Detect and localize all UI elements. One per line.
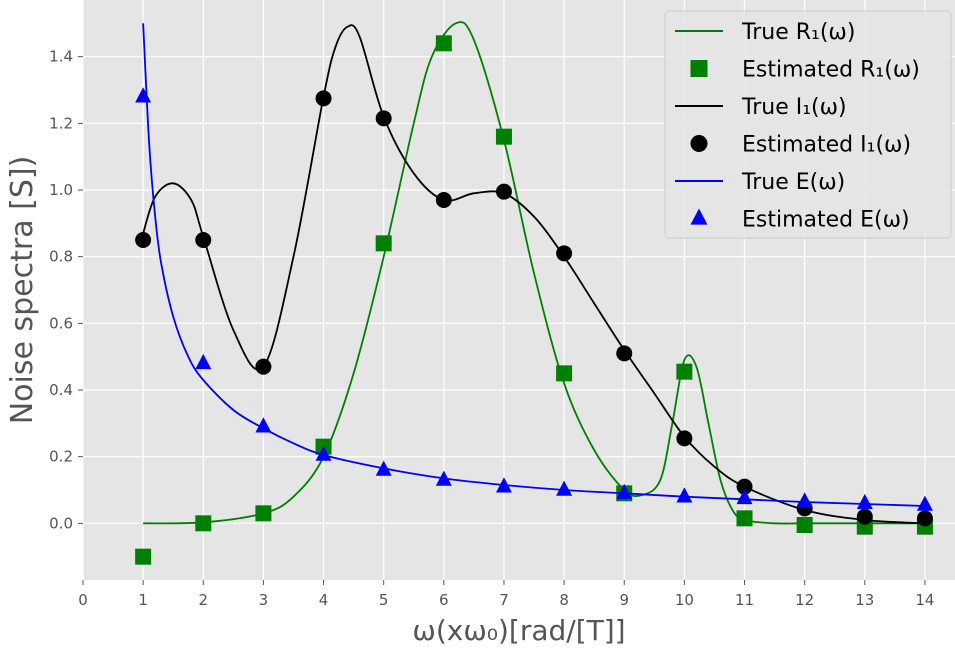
x-tick-label: 6 <box>439 591 449 609</box>
estimated-i1-marker <box>195 232 212 248</box>
estimated-e-marker <box>736 488 753 505</box>
y-tick-label: 0.0 <box>49 514 73 532</box>
x-axis-ticks: 0 1 2 3 4 5 6 7 8 9 10 11 12 13 14 <box>78 580 934 609</box>
estimated-i1-marker <box>856 508 873 525</box>
x-tick-label: 9 <box>619 591 629 609</box>
estimated-e-marker <box>195 353 212 370</box>
estimated-r1-marker <box>195 515 212 532</box>
x-axis-label: ω(xω₀)[rad/[T]] <box>412 614 625 647</box>
x-tick-label: 1 <box>138 591 148 609</box>
x-tick-label: 13 <box>855 591 874 609</box>
x-tick-label: 8 <box>559 591 569 609</box>
true-r1-series <box>143 21 925 525</box>
true-i1-series <box>142 24 925 525</box>
legend-entry: True R₁(ω) <box>675 20 855 45</box>
x-tick-label: 3 <box>259 591 269 609</box>
legend-entry: Estimated R₁(ω) <box>690 58 920 83</box>
estimated-i1-marker <box>916 510 933 527</box>
estimated-e-series <box>135 87 933 511</box>
legend-label: Estimated E(ω) <box>742 208 910 233</box>
y-tick-label: 1.2 <box>49 114 73 132</box>
legend-entry: True E(ω) <box>675 170 845 195</box>
y-tick-label: 0.6 <box>49 314 73 332</box>
estimated-i1-marker <box>255 358 272 375</box>
estimated-i1-marker <box>495 183 512 200</box>
x-tick-label: 0 <box>78 591 88 609</box>
x-tick-label: 10 <box>675 591 694 609</box>
y-tick-label: 1.0 <box>49 181 73 199</box>
estimated-e-marker <box>556 480 573 496</box>
true-e-curve <box>142 23 925 507</box>
legend: True R₁(ω) Estimated R₁(ω) True I₁(ω) Estim… <box>664 10 952 239</box>
estimated-r1-marker <box>796 517 813 533</box>
estimated-r1-marker <box>495 128 512 145</box>
x-tick-label: 14 <box>915 591 934 609</box>
legend-box <box>664 10 952 239</box>
true-i1-curve <box>142 24 925 525</box>
estimated-e-marker <box>676 487 693 503</box>
legend-entry: Estimated I₁(ω) <box>690 133 911 158</box>
estimated-i1-marker <box>556 245 573 262</box>
x-tick-label: 4 <box>319 591 329 609</box>
estimated-r1-marker <box>676 363 693 380</box>
legend-label: True E(ω) <box>741 170 845 195</box>
legend-entry: True I₁(ω) <box>675 95 847 120</box>
legend-marker-swatch <box>690 135 708 152</box>
grid-lines <box>82 0 955 580</box>
legend-marker-swatch <box>690 208 708 225</box>
legend-label: Estimated R₁(ω) <box>742 58 920 83</box>
y-tick-label: 0.2 <box>49 448 73 466</box>
estimated-i1-marker <box>616 345 633 362</box>
x-tick-label: 12 <box>795 591 814 609</box>
true-r1-curve <box>143 21 925 525</box>
estimated-i1-marker <box>375 110 392 127</box>
estimated-r1-marker <box>255 505 272 522</box>
estimated-r1-marker <box>375 235 392 252</box>
true-e-series <box>142 23 925 507</box>
y-tick-label: 0.4 <box>49 381 73 399</box>
estimated-e-marker <box>495 477 512 493</box>
legend-label: Estimated I₁(ω) <box>742 133 911 158</box>
estimated-r1-marker <box>736 510 753 527</box>
legend-label: True R₁(ω) <box>741 20 855 45</box>
x-tick-label: 11 <box>735 591 754 609</box>
estimated-i1-marker <box>435 192 452 208</box>
estimated-e-marker <box>616 483 633 500</box>
estimated-i1-marker <box>135 232 152 248</box>
estimated-e-marker <box>255 417 272 433</box>
estimated-e-marker <box>796 492 813 508</box>
y-tick-label: 0.8 <box>49 248 73 266</box>
estimated-r1-marker <box>435 35 452 52</box>
x-tick-label: 5 <box>379 591 389 609</box>
estimated-i1-marker <box>736 478 753 495</box>
estimated-i1-marker <box>315 90 332 107</box>
estimated-e-marker <box>315 445 332 461</box>
y-tick-label: 1.4 <box>49 48 73 66</box>
series-layer <box>135 21 933 565</box>
x-tick-label: 2 <box>199 591 209 609</box>
estimated-e-marker <box>916 495 933 511</box>
legend-marker-swatch <box>690 60 708 77</box>
estimated-e-marker <box>435 470 452 486</box>
y-axis-label: Noise spectra [S]) <box>5 156 40 425</box>
legend-label: True I₁(ω) <box>741 95 847 120</box>
estimated-e-marker <box>135 87 152 103</box>
x-tick-label: 7 <box>499 591 509 609</box>
estimated-i1-marker <box>676 430 693 447</box>
legend-entry: Estimated E(ω) <box>690 208 910 233</box>
y-axis-ticks: 0.0 0.2 0.4 0.6 0.8 1.0 1.2 1.4 <box>49 48 83 532</box>
estimated-r1-marker <box>135 548 152 565</box>
estimated-e-marker <box>856 493 873 510</box>
estimated-r1-marker <box>556 365 573 382</box>
estimated-e-marker <box>375 460 392 476</box>
